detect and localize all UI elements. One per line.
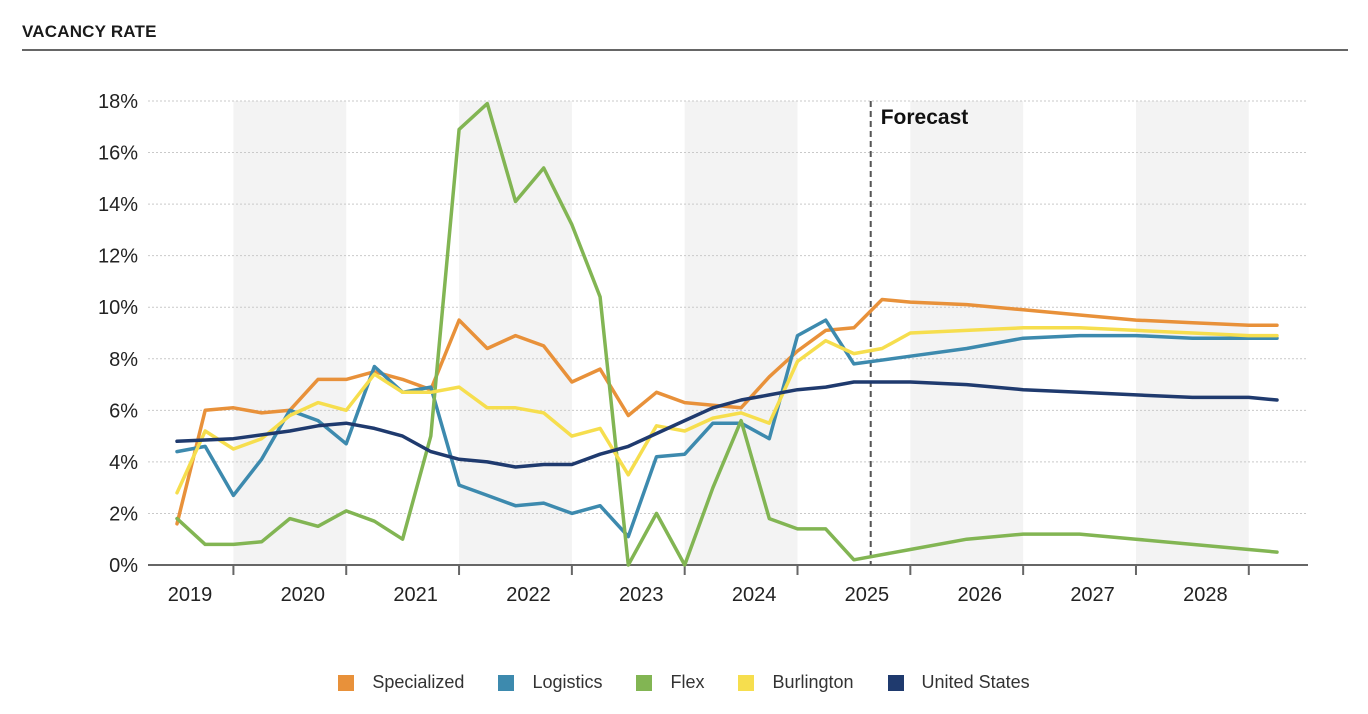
title-divider [22,49,1348,51]
legend-swatch [338,674,355,691]
y-tick-label: 18% [98,91,138,113]
year-band-2024 [684,101,798,565]
legend-item-flex: Flex [636,672,704,693]
x-tick-label: 2027 [1070,584,1115,606]
vacancy-rate-chart: 0% 2% 4% 6% 8% 10% 12% 14% 16% 18% 2019 2020 2021 20… [98,91,1308,606]
legend-item-burlington: Burlington [738,672,854,693]
y-tick-label: 14% [98,194,138,216]
legend-item-logistics: Logistics [498,672,602,693]
y-tick-label: 4% [109,452,138,474]
x-tick-label: 2024 [732,584,777,606]
series-line-specialized [175,297,1279,526]
legend-label: Flex [670,672,705,692]
legend-label: Specialized [372,672,465,692]
x-tick-label: 2023 [619,584,664,606]
x-tick-label: 2019 [168,584,213,606]
x-tick-label: 2021 [393,584,438,606]
legend-item-united-states: United States [887,672,1030,693]
x-tick-label: 2020 [281,584,326,606]
legend-label: Burlington [772,672,854,692]
y-tick-label: 16% [98,143,138,165]
series-line-logistics [175,318,1279,539]
legend-swatch [738,674,755,691]
y-tick-label: 12% [98,246,138,268]
y-tick-label: 10% [98,297,138,319]
x-tick-label: 2026 [957,584,1002,606]
y-tick-label: 0% [109,555,138,577]
series-line-united-states [175,380,1279,469]
chart-legend: Specialized Logistics Flex Burlington United… [0,672,1368,693]
y-tick-label: 8% [109,349,138,371]
chart-title: VACANCY RATE [22,22,157,41]
legend-label: United States [921,672,1030,692]
legend-swatch [887,674,904,691]
legend-swatch [498,674,515,691]
legend-item-specialized: Specialized [338,672,464,693]
y-tick-label: 2% [109,503,138,525]
x-tick-label: 2028 [1183,584,1228,606]
year-band-2020 [233,101,347,565]
series-line-burlington [175,326,1279,495]
y-tick-label: 6% [109,400,138,422]
legend-swatch [636,674,653,691]
year-band-2022 [459,101,572,565]
legend-label: Logistics [532,672,603,692]
x-tick-label: 2025 [845,584,890,606]
x-tick-label: 2022 [506,584,551,606]
forecast-label: Forecast [881,106,969,129]
series-line-flex [175,101,1279,567]
